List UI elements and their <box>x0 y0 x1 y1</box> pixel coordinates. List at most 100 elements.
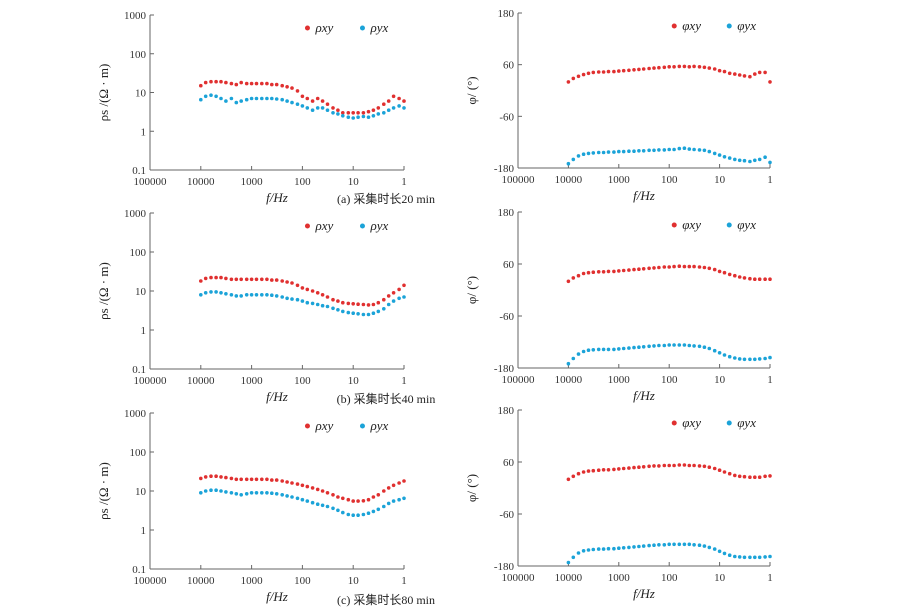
data-point-xy <box>662 65 667 70</box>
data-point-xy <box>742 474 747 479</box>
data-point-xy <box>280 83 285 88</box>
data-point-xy <box>637 267 641 272</box>
data-point-yx <box>641 345 646 349</box>
x-tick-label: 10 <box>348 176 360 188</box>
data-point-yx <box>621 346 626 351</box>
data-point-yx <box>203 291 208 295</box>
data-point-xy <box>300 94 305 99</box>
data-point-xy <box>707 66 712 70</box>
data-point-yx <box>692 344 696 348</box>
data-point-yx <box>346 512 351 517</box>
y-tick-label: 10 <box>135 88 147 100</box>
y-tick-label: -60 <box>499 111 514 123</box>
data-point-yx <box>325 304 330 309</box>
data-point-xy <box>641 267 646 271</box>
data-point-xy <box>382 297 386 302</box>
data-point-xy <box>621 268 626 273</box>
data-point-xy <box>244 81 249 86</box>
data-point-xy <box>376 106 381 110</box>
data-point-yx <box>596 347 601 352</box>
data-point-xy <box>285 85 289 89</box>
y-tick-label: 1000 <box>124 10 147 22</box>
data-point-xy <box>612 269 616 274</box>
data-point-yx <box>397 296 401 301</box>
data-point-yx <box>657 543 661 547</box>
data-point-yx <box>692 543 696 547</box>
data-point-xy <box>632 465 636 470</box>
data-point-xy <box>722 270 727 275</box>
data-point-yx <box>310 301 315 306</box>
data-point-xy <box>265 81 269 86</box>
data-point-xy <box>667 463 671 468</box>
data-point-xy <box>325 491 330 495</box>
data-point-yx <box>254 491 259 495</box>
y-tick-label: 10 <box>135 486 147 498</box>
x-tick-label: 10 <box>348 375 360 387</box>
data-point-yx <box>621 546 626 550</box>
data-point-yx <box>617 347 621 351</box>
data-point-yx <box>612 546 616 551</box>
x-tick-label: 10 <box>714 374 726 386</box>
data-point-yx <box>260 491 264 495</box>
data-point-yx <box>244 492 249 496</box>
data-point-yx <box>652 148 656 153</box>
data-point-yx <box>667 147 671 152</box>
data-point-yx <box>361 114 366 119</box>
data-point-xy <box>647 266 651 271</box>
data-point-yx <box>219 489 223 493</box>
data-point-xy <box>234 82 239 87</box>
data-point-yx <box>305 300 310 305</box>
data-point-yx <box>320 503 325 508</box>
data-point-yx <box>576 154 581 158</box>
data-point-xy <box>687 264 692 269</box>
data-point-xy <box>320 99 325 103</box>
data-point-yx <box>203 94 208 99</box>
data-point-xy <box>199 83 203 88</box>
data-point-xy <box>757 475 762 480</box>
data-point-yx <box>325 108 330 112</box>
data-point-yx <box>331 506 335 511</box>
data-point-xy <box>203 475 208 479</box>
x-axis-label: f/Hz <box>266 190 288 205</box>
data-point-xy <box>320 293 325 297</box>
data-point-xy <box>270 478 274 482</box>
data-point-xy <box>280 279 285 283</box>
data-point-yx <box>290 297 294 301</box>
data-point-yx <box>606 150 611 154</box>
y-tick-label: 1000 <box>124 208 147 220</box>
data-point-xy <box>702 65 707 70</box>
data-point-yx <box>234 492 239 496</box>
data-point-xy <box>627 268 631 272</box>
data-point-xy <box>581 271 586 276</box>
data-point-xy <box>315 291 320 295</box>
data-point-yx <box>586 151 591 156</box>
data-point-xy <box>753 72 757 76</box>
data-point-yx <box>677 343 682 347</box>
data-point-xy <box>249 477 254 482</box>
y-tick-label: 180 <box>498 8 515 20</box>
legend-marker-yx <box>359 223 365 229</box>
data-point-xy <box>677 64 682 69</box>
data-point-yx <box>637 544 641 549</box>
data-point-yx <box>763 155 767 159</box>
data-point-xy <box>757 70 762 75</box>
data-point-xy <box>315 96 320 101</box>
legend-marker-yx <box>726 420 732 426</box>
data-point-yx <box>239 99 243 103</box>
data-point-xy <box>733 273 737 278</box>
data-point-xy <box>672 65 676 69</box>
data-point-yx <box>351 513 356 517</box>
data-point-yx <box>254 96 259 101</box>
data-point-yx <box>606 347 611 352</box>
data-point-yx <box>753 357 757 362</box>
data-point-yx <box>229 293 234 297</box>
chart-panel-c-left: 0.1 1 10 100 1000 100000 10000 1000 100 10 1 f/Hz ρs… <box>96 408 435 607</box>
data-point-xy <box>219 79 223 84</box>
data-point-xy <box>682 463 687 467</box>
x-tick-label: 10000 <box>555 174 583 186</box>
legend-label-xy: ρxy <box>314 218 333 233</box>
data-point-yx <box>402 496 406 501</box>
data-point-yx <box>617 546 621 550</box>
